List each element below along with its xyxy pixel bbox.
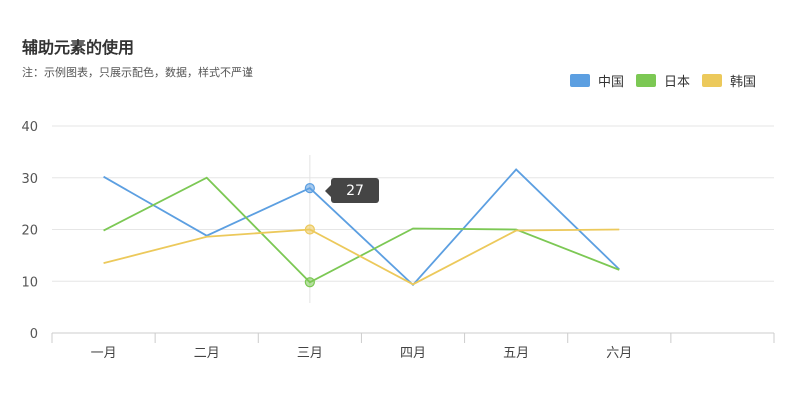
legend-item-japan[interactable]: 日本 (636, 71, 690, 90)
series-line-korea (103, 228, 620, 286)
legend-item-korea[interactable]: 韩国 (702, 71, 756, 90)
x-tick-label-1: 二月 (194, 346, 220, 361)
y-tick-label-0: 0 (30, 327, 38, 342)
y-tick-label-20: 20 (21, 224, 38, 239)
chart-title: 辅助元素的使用 (22, 38, 135, 57)
x-tick-label-3: 四月 (400, 346, 426, 361)
x-tick-label-5: 六月 (606, 346, 632, 361)
series-line-japan (103, 176, 620, 284)
x-tick-label-0: 一月 (91, 346, 117, 361)
x-tick-label-2: 三月 (297, 346, 323, 361)
x-tick-label-4: 五月 (503, 346, 529, 361)
y-tick-label-10: 10 (21, 275, 38, 290)
legend-label-china: 中国 (598, 74, 625, 90)
legend-item-china[interactable]: 中国 (570, 71, 624, 90)
legend-swatch-japan (636, 73, 657, 87)
y-tick-label-30: 30 (21, 172, 38, 187)
data-point-japan-2 (304, 277, 315, 288)
chart-subtitle: 注：示例图表，只展示配色，数据，样式不严谨 (22, 66, 253, 79)
series-line-china (103, 168, 620, 287)
legend-label-korea: 韩国 (730, 74, 757, 90)
legend-swatch-china (570, 73, 590, 87)
y-tick-label-40: 40 (21, 120, 38, 135)
legend-swatch-korea (702, 73, 723, 87)
tooltip-value: 27 (346, 182, 364, 199)
tooltip-arrow (325, 185, 331, 197)
legend: 中国 日本 韩国 (570, 71, 756, 90)
tooltip: 27 (325, 178, 379, 203)
data-point-china-2 (304, 183, 315, 194)
legend-label-japan: 日本 (664, 74, 691, 90)
data-point-korea-2 (304, 224, 315, 235)
